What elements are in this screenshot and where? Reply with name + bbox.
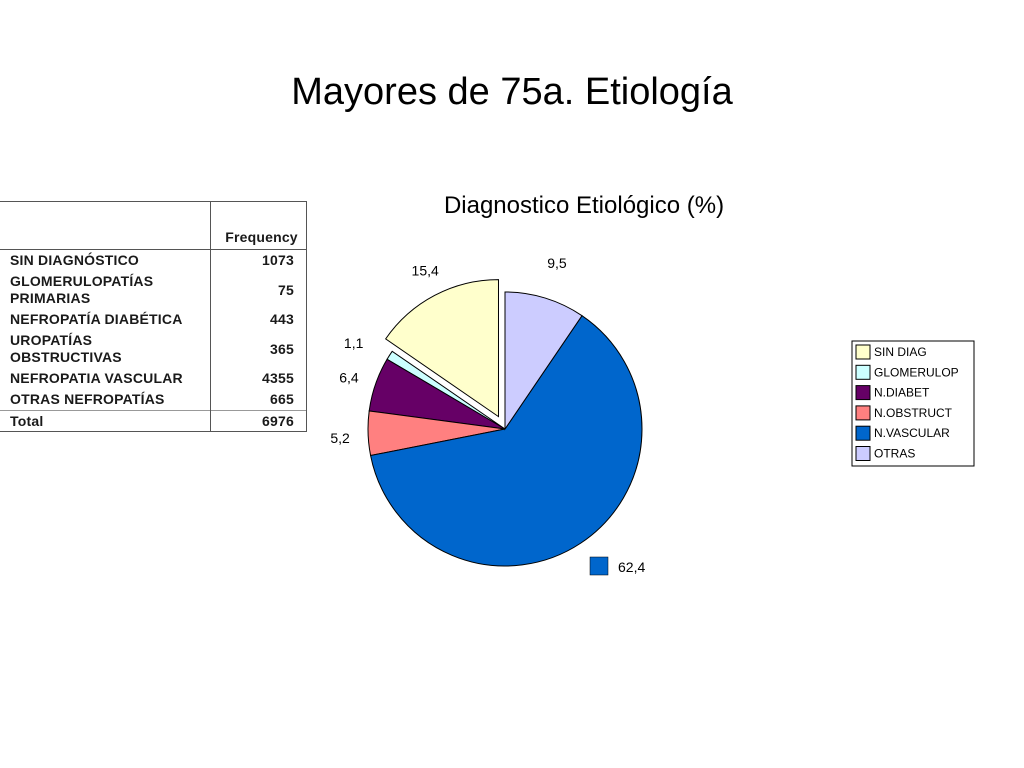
pie-chart: Diagnostico Etiológico (%) 15,4 1,1 6,4 5,2…	[330, 192, 975, 576]
row-value: 4355	[210, 368, 307, 389]
pie-slices	[367, 279, 643, 567]
table-row: SIN DIAGNÓSTICO 1073	[0, 249, 307, 271]
legend-swatch	[855, 344, 871, 360]
legend-label: SIN DIAG	[874, 345, 927, 359]
legend-label: N.VASCULAR	[874, 426, 950, 440]
data-label: 15,4	[412, 263, 439, 279]
row-value: 75	[210, 271, 307, 309]
table-header-empty	[0, 201, 211, 250]
pie-slice-otras	[504, 291, 583, 431]
legend-swatch	[855, 425, 871, 441]
pie-slice-sin-diag	[384, 279, 499, 418]
table-row: NEFROPATÍA DIABÉTICA 443	[0, 309, 307, 330]
row-label: NEFROPATIA VASCULAR	[0, 368, 211, 389]
table-row: UROPATÍAS OBSTRUCTIVAS 365	[0, 330, 307, 368]
row-value: 443	[210, 309, 307, 330]
legend-swatch	[855, 405, 871, 421]
frequency-table: Frequency SIN DIAGNÓSTICO 1073 GLOMERULO…	[0, 201, 307, 432]
row-label: SIN DIAGNÓSTICO	[0, 249, 211, 271]
data-label: 1,1	[344, 335, 364, 351]
legend-swatch	[855, 364, 871, 380]
legend-label: OTRAS	[874, 447, 915, 461]
data-label: 6,4	[339, 370, 359, 386]
chart-title: Diagnostico Etiológico (%)	[444, 192, 724, 219]
slide-title: Mayores de 75a. Etiología	[291, 71, 733, 113]
legend-box	[851, 340, 975, 467]
total-label: Total	[0, 410, 211, 432]
legend-label: N.OBSTRUCT	[874, 406, 953, 420]
row-value: 365	[210, 330, 307, 368]
data-label: 62,4	[618, 559, 645, 575]
table-total-row: Total 6976	[0, 410, 307, 432]
row-label: NEFROPATÍA DIABÉTICA	[0, 309, 211, 330]
table-row: OTRAS NEFROPATÍAS 665	[0, 389, 307, 411]
row-label: UROPATÍAS OBSTRUCTIVAS	[0, 330, 211, 368]
pie-labels: 15,4 1,1 6,4 5,2 62,4 9,5	[330, 255, 645, 576]
row-value: 665	[210, 389, 307, 411]
legend-swatch	[855, 385, 871, 401]
table-header-row: Frequency	[0, 201, 307, 250]
table-row: GLOMERULOPATÍAS PRIMARIAS 75	[0, 271, 307, 309]
total-value: 6976	[210, 410, 307, 432]
table-row: NEFROPATIA VASCULAR 4355	[0, 368, 307, 389]
data-label: 5,2	[330, 430, 350, 446]
table-header-frequency: Frequency	[210, 201, 307, 250]
row-label: GLOMERULOPATÍAS PRIMARIAS	[0, 271, 211, 309]
legend-label: GLOMERULOP	[874, 365, 959, 379]
row-label: OTRAS NEFROPATÍAS	[0, 389, 211, 411]
pie-slice-n-vascular	[370, 314, 643, 567]
data-label-marker	[589, 556, 609, 576]
legend-label: N.DIABET	[874, 386, 930, 400]
chart-legend: SIN DIAG GLOMERULOP N.DIABET N.OBSTRUCT N.VA…	[851, 340, 975, 467]
data-label: 9,5	[547, 255, 567, 271]
legend-swatch	[855, 446, 871, 461]
row-value: 1073	[210, 249, 307, 271]
